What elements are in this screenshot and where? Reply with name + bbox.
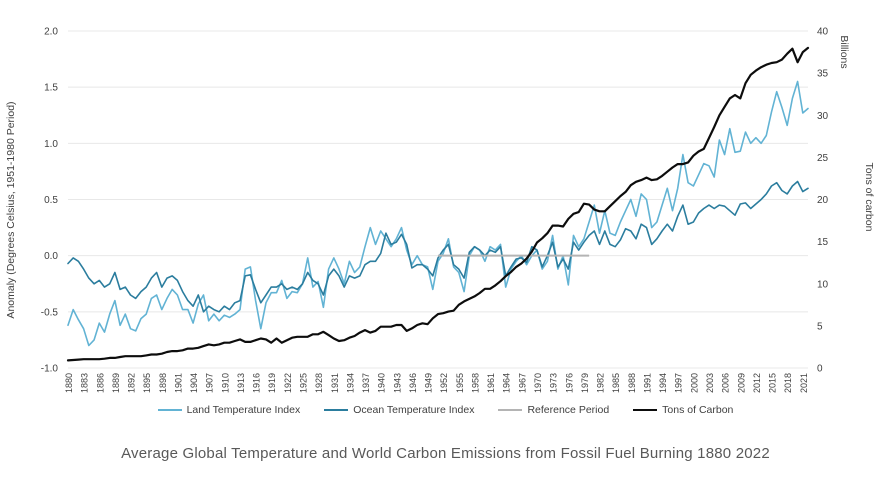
right-axis-tick: 10	[817, 279, 829, 290]
left-axis-tick: 0.5	[44, 195, 58, 206]
x-axis-tick: 1913	[236, 373, 246, 393]
right-axis-tick: 0	[817, 364, 823, 375]
left-axis-tick: 1.0	[44, 139, 58, 150]
x-axis-tick: 1880	[64, 373, 74, 393]
x-axis-tick: 2006	[721, 373, 731, 393]
x-axis-tick: 2021	[799, 373, 809, 393]
x-axis-tick: 1985	[611, 373, 621, 393]
tick-layer: 2.01.51.00.50.0-0.5-1.040353025201510501…	[41, 27, 829, 394]
x-axis-tick: 1952	[439, 373, 449, 393]
right-axis-tick: 40	[817, 27, 829, 38]
x-axis-tick: 1922	[283, 373, 293, 393]
x-axis-tick: 1934	[345, 373, 355, 393]
left-axis-tick: 1.5	[44, 83, 58, 94]
x-axis-tick: 1979	[580, 373, 590, 393]
legend-label-ocean: Ocean Temperature Index	[353, 404, 475, 416]
left-axis-title: Anomaly (Degrees Celsius, 1951-1980 Peri…	[5, 101, 17, 318]
right-axis-tick: 25	[817, 153, 829, 164]
series-layer	[66, 46, 810, 362]
x-axis-tick: 1997	[674, 373, 684, 393]
series-line-land-temperature-index	[67, 80, 809, 347]
legend-item-tons-of-carbon: Tons of Carbon	[633, 404, 733, 416]
left-axis-tick: -0.5	[41, 307, 59, 318]
x-axis-tick: 1919	[267, 373, 277, 393]
x-axis-tick: 1976	[564, 373, 574, 393]
series-line-ocean-temperature-index	[67, 180, 809, 313]
x-axis-tick: 1937	[361, 373, 371, 393]
land-temperature-line-swatch	[157, 409, 182, 411]
right-axis-unit-label: Billions	[838, 35, 850, 68]
legend-label-reference: Reference Period	[527, 404, 610, 416]
x-axis-tick: 1967	[517, 373, 527, 393]
x-axis-tick: 1991	[642, 373, 652, 393]
x-axis-tick: 1955	[455, 373, 465, 393]
left-axis-tick: 0.0	[44, 251, 58, 262]
legend-label-carbon: Tons of Carbon	[662, 404, 734, 416]
x-axis-tick: 1958	[470, 373, 480, 393]
x-axis-tick: 2003	[705, 373, 715, 393]
legend-item-reference-period: Reference Period	[498, 404, 609, 416]
x-axis-tick: 1901	[173, 373, 183, 393]
right-axis-tick: 35	[817, 69, 829, 80]
series-line-tons-of-carbon	[66, 46, 810, 362]
tons-of-carbon-line-swatch	[633, 408, 658, 412]
x-axis-tick: 1886	[95, 373, 105, 393]
x-axis-tick: 1946	[408, 373, 418, 393]
x-axis-tick: 1889	[111, 373, 121, 393]
x-axis-tick: 1973	[549, 373, 559, 393]
left-axis-tick: -1.0	[41, 364, 59, 375]
x-axis-tick: 1982	[596, 373, 606, 393]
right-axis-title: Tons of carbon	[863, 163, 875, 232]
x-axis-tick: 1895	[142, 373, 152, 393]
x-axis-tick: 1943	[392, 373, 402, 393]
right-axis-tick: 20	[817, 195, 829, 206]
x-axis-tick: 1904	[189, 373, 199, 393]
reference-period-line-swatch	[498, 409, 523, 411]
x-axis-tick: 2009	[736, 373, 746, 393]
x-axis-tick: 2012	[752, 373, 762, 393]
chart: 2.01.51.00.50.0-0.5-1.040353025201510501…	[5, 27, 875, 394]
x-axis-tick: 1928	[314, 373, 324, 393]
right-axis-tick: 5	[817, 321, 823, 332]
left-axis-tick: 2.0	[44, 27, 58, 38]
x-axis-tick: 2000	[689, 373, 699, 393]
x-axis-tick: 1883	[80, 373, 90, 393]
right-axis-tick: 15	[817, 237, 829, 248]
x-axis-tick: 1994	[658, 373, 668, 393]
ocean-temperature-line-swatch	[324, 409, 349, 411]
x-axis-tick: 1970	[533, 373, 543, 393]
x-axis-tick: 1961	[486, 373, 496, 393]
x-axis-tick: 1892	[127, 373, 137, 393]
grid-layer	[68, 30, 808, 369]
x-axis-tick: 1940	[377, 373, 387, 393]
chart-caption: Average Global Temperature and World Car…	[121, 445, 770, 462]
legend: Land Temperature Index Ocean Temperature…	[0, 404, 891, 416]
x-axis-tick: 2018	[783, 373, 793, 393]
x-axis-tick: 2015	[768, 373, 778, 393]
x-axis-tick: 1916	[252, 373, 262, 393]
x-axis-tick: 1910	[220, 373, 230, 393]
x-axis-tick: 1949	[424, 373, 434, 393]
x-axis-tick: 1907	[205, 373, 215, 393]
legend-item-land-temperature-index: Land Temperature Index	[157, 404, 301, 416]
x-axis-tick: 1925	[299, 373, 309, 393]
right-axis-tick: 30	[817, 111, 829, 122]
legend-item-ocean-temperature-index: Ocean Temperature Index	[324, 404, 474, 416]
x-axis-tick: 1964	[502, 373, 512, 393]
x-axis-tick: 1988	[627, 373, 637, 393]
x-axis-tick: 1931	[330, 373, 340, 393]
legend-label-land: Land Temperature Index	[186, 404, 301, 416]
x-axis-tick: 1898	[158, 373, 168, 393]
